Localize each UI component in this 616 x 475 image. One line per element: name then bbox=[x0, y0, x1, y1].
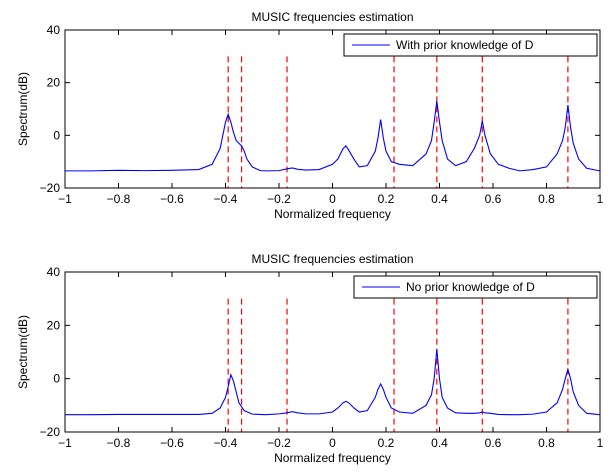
x-tick-label: 1 bbox=[597, 436, 604, 450]
y-tick-label: 40 bbox=[47, 265, 61, 279]
x-tick-label: −0.4 bbox=[214, 192, 238, 206]
x-tick-label: −0.6 bbox=[160, 192, 184, 206]
y-axis-label: Spectrum(dB) bbox=[16, 72, 30, 146]
x-tick-label: −0.2 bbox=[267, 192, 291, 206]
x-tick-label: 0.8 bbox=[538, 192, 555, 206]
legend-box bbox=[343, 33, 598, 57]
true-frequency-markers bbox=[227, 56, 569, 188]
x-tick-label: −1 bbox=[58, 436, 72, 450]
x-tick-label: 0.6 bbox=[485, 436, 502, 450]
chart-panel-1: MUSIC frequencies estimation −1 −0.8 −0.6 −0… bbox=[16, 10, 604, 221]
y-tick-label: 40 bbox=[47, 23, 61, 37]
x-tick-label: −1 bbox=[58, 192, 72, 206]
x-tick-label: 0.4 bbox=[431, 436, 448, 450]
chart-title: MUSIC frequencies estimation bbox=[251, 252, 413, 266]
y-tick-label: 0 bbox=[53, 372, 60, 386]
legend-entry: With prior knowledge of D bbox=[396, 38, 534, 52]
x-tick-label: −0.8 bbox=[107, 436, 131, 450]
y-tick-label: 20 bbox=[47, 318, 61, 332]
series-line bbox=[65, 349, 600, 416]
x-tick-label: 0 bbox=[329, 436, 336, 450]
y-axis-label: Spectrum(dB) bbox=[16, 315, 30, 389]
x-tick-label: −0.2 bbox=[267, 436, 291, 450]
x-tick-label: 0.2 bbox=[378, 192, 395, 206]
x-axis-label: Normalized frequency bbox=[274, 207, 391, 221]
x-tick-label: 0.6 bbox=[485, 192, 502, 206]
chart-panel-2: MUSIC frequencies estimation −1 −0.8 −0.6 −0… bbox=[16, 252, 604, 465]
x-tick-label: 0.2 bbox=[378, 436, 395, 450]
y-tick-label: 20 bbox=[47, 76, 61, 90]
x-tick-label: −0.4 bbox=[214, 436, 238, 450]
y-tick-label: −20 bbox=[40, 425, 61, 439]
x-tick-label: −0.6 bbox=[160, 436, 184, 450]
legend-box bbox=[353, 275, 598, 299]
x-axis-label: Normalized frequency bbox=[274, 451, 391, 465]
chart-title: MUSIC frequencies estimation bbox=[251, 10, 413, 24]
series-line bbox=[65, 101, 600, 172]
legend: With prior knowledge of D bbox=[343, 33, 598, 57]
x-tick-label: 0.8 bbox=[538, 436, 555, 450]
x-tick-label: −0.8 bbox=[107, 192, 131, 206]
legend-entry: No prior knowledge of D bbox=[406, 280, 535, 294]
legend: No prior knowledge of D bbox=[353, 275, 598, 299]
x-tick-label: 0 bbox=[329, 192, 336, 206]
y-tick-label: 0 bbox=[53, 128, 60, 142]
x-tick-label: 1 bbox=[597, 192, 604, 206]
y-tick-label: −20 bbox=[40, 181, 61, 195]
x-tick-label: 0.4 bbox=[431, 192, 448, 206]
plot-area bbox=[65, 272, 600, 432]
